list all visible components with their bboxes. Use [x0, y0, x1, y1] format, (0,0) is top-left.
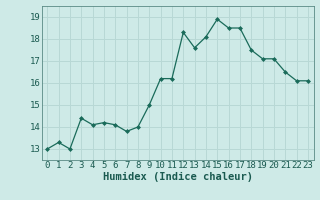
X-axis label: Humidex (Indice chaleur): Humidex (Indice chaleur) [103, 172, 252, 182]
